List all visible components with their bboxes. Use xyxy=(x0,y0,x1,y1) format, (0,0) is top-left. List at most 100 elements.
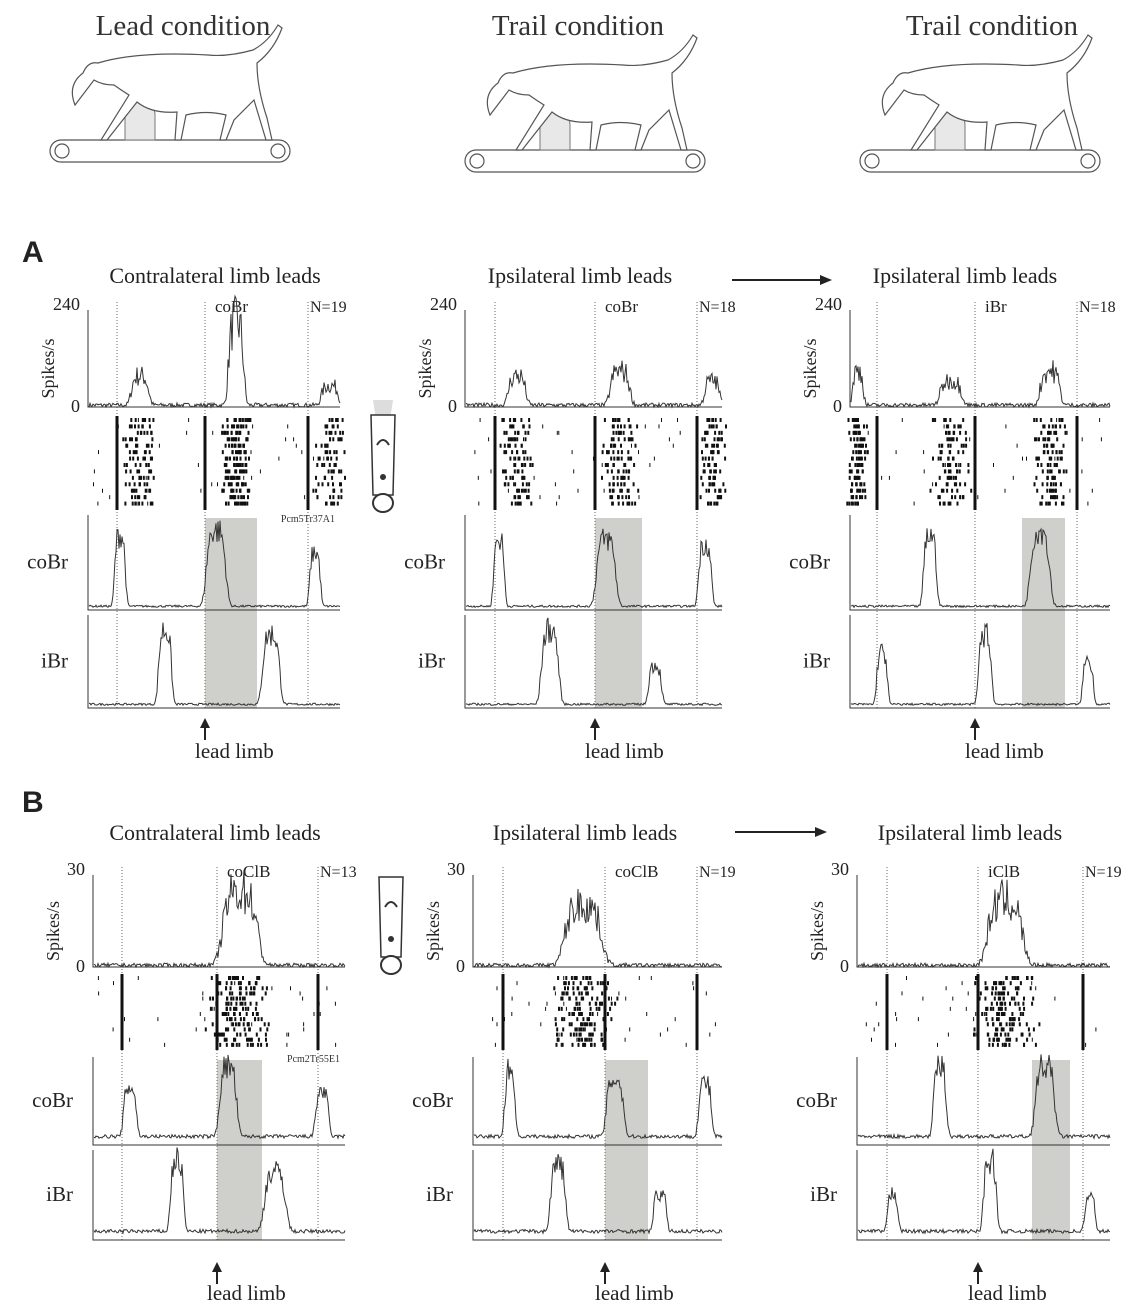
neuron-label: iBr xyxy=(985,297,1007,316)
spike-histogram xyxy=(88,294,341,409)
emg-axis xyxy=(87,615,340,709)
n-label: N=18 xyxy=(1079,299,1116,316)
emg-label: coBr xyxy=(404,550,445,574)
y-tick-label: 30 xyxy=(447,859,465,879)
emg-trace xyxy=(93,1054,346,1140)
analysis-window xyxy=(595,518,642,708)
analysis-window xyxy=(1032,1060,1070,1240)
y-tick-label: 30 xyxy=(67,859,85,879)
condition-title: Lead condition xyxy=(96,10,271,42)
n-label: N=13 xyxy=(320,864,357,881)
histogram-axis xyxy=(849,310,1110,408)
marker-arrow-head xyxy=(970,718,980,728)
emg-trace xyxy=(857,1148,1111,1235)
column-title: Ipsilateral limb leads xyxy=(488,263,673,288)
paw-icon xyxy=(378,876,404,975)
marker-label: lead limb xyxy=(968,1281,1047,1305)
analysis-window xyxy=(217,1060,262,1240)
neuron-label: coClB xyxy=(227,862,270,881)
emg-label: coBr xyxy=(789,550,830,574)
panel-label: A xyxy=(22,236,44,269)
y-tick-label: 0 xyxy=(840,956,849,976)
emg-label: coBr xyxy=(27,550,68,574)
arrow-head xyxy=(820,275,832,285)
marker-label: lead limb xyxy=(195,739,274,763)
y-tick-label: 0 xyxy=(71,396,80,416)
marker-label: lead limb xyxy=(965,739,1044,763)
emg-trace xyxy=(850,622,1111,707)
y-axis-label: Spikes/s xyxy=(800,338,820,398)
emg-label: iBr xyxy=(810,1182,837,1206)
n-label: N=19 xyxy=(1085,864,1122,881)
emg-label: coBr xyxy=(32,1088,73,1112)
emg-axis xyxy=(849,515,1110,611)
emg-label: iBr xyxy=(46,1182,73,1206)
y-tick-label: 240 xyxy=(53,294,80,314)
analysis-window xyxy=(205,518,257,708)
panel-label: B xyxy=(22,786,44,819)
n-label: N=19 xyxy=(699,864,736,881)
spike-histogram xyxy=(473,888,723,969)
analysis-window xyxy=(605,1060,648,1240)
emg-label: iBr xyxy=(426,1182,453,1206)
emg-label: iBr xyxy=(418,649,445,673)
spike-histogram xyxy=(465,360,723,409)
emg-trace xyxy=(857,1054,1111,1140)
emg-trace xyxy=(465,528,723,609)
emg-axis xyxy=(464,515,722,611)
y-axis-label: Spikes/s xyxy=(38,338,58,398)
arrow-head xyxy=(815,827,827,837)
marker-arrow-head xyxy=(590,718,600,728)
column-title: Ipsilateral limb leads xyxy=(493,820,678,845)
marker-arrow-head xyxy=(212,1262,222,1272)
spike-histogram xyxy=(93,869,346,969)
y-axis-label: Spikes/s xyxy=(807,901,827,961)
spike-histogram xyxy=(850,360,1111,409)
marker-label: lead limb xyxy=(595,1281,674,1305)
histogram-axis xyxy=(472,875,722,968)
y-tick-label: 0 xyxy=(76,956,85,976)
y-tick-label: 240 xyxy=(430,294,457,314)
condition-title: Trail condition xyxy=(906,10,1079,42)
histogram-axis xyxy=(92,875,345,968)
emg-axis xyxy=(856,1150,1110,1241)
emg-label: coBr xyxy=(412,1088,453,1112)
emg-label: coBr xyxy=(796,1088,837,1112)
neuron-label: coBr xyxy=(215,297,248,316)
column-title: Ipsilateral limb leads xyxy=(878,820,1063,845)
paw-icon xyxy=(370,414,396,513)
y-axis-label: Spikes/s xyxy=(423,901,443,961)
neuron-label: iClB xyxy=(988,862,1020,881)
condition-title: Trail condition xyxy=(492,10,665,42)
emg-axis xyxy=(472,1150,722,1241)
emg-axis xyxy=(87,515,340,611)
emg-axis xyxy=(856,1057,1110,1146)
emg-trace xyxy=(93,1147,346,1235)
marker-arrow-head xyxy=(600,1262,610,1272)
emg-trace xyxy=(465,617,723,707)
analysis-window xyxy=(1022,518,1065,708)
y-tick-label: 240 xyxy=(815,294,842,314)
column-title: Contralateral limb leads xyxy=(109,263,320,288)
marker-arrow-head xyxy=(973,1262,983,1272)
cat-illustration xyxy=(49,24,291,163)
emg-axis xyxy=(92,1150,345,1241)
histogram-axis xyxy=(856,875,1110,968)
column-title: Contralateral limb leads xyxy=(109,820,320,845)
marker-label: lead limb xyxy=(585,739,664,763)
n-label: N=19 xyxy=(310,299,347,316)
column-title: Ipsilateral limb leads xyxy=(873,263,1058,288)
cell-id: Pcm2Tr55E1 xyxy=(287,1054,340,1065)
marker-label: lead limb xyxy=(207,1281,286,1305)
emg-trace xyxy=(850,527,1111,609)
cat-illustration xyxy=(859,34,1101,173)
y-axis-label: Spikes/s xyxy=(43,901,63,961)
y-tick-label: 0 xyxy=(448,396,457,416)
emg-axis xyxy=(92,1057,345,1146)
emg-axis xyxy=(849,615,1110,709)
emg-axis xyxy=(464,615,722,709)
neuron-label: coBr xyxy=(605,297,638,316)
histogram-axis xyxy=(87,310,340,408)
emg-trace xyxy=(473,1153,723,1235)
